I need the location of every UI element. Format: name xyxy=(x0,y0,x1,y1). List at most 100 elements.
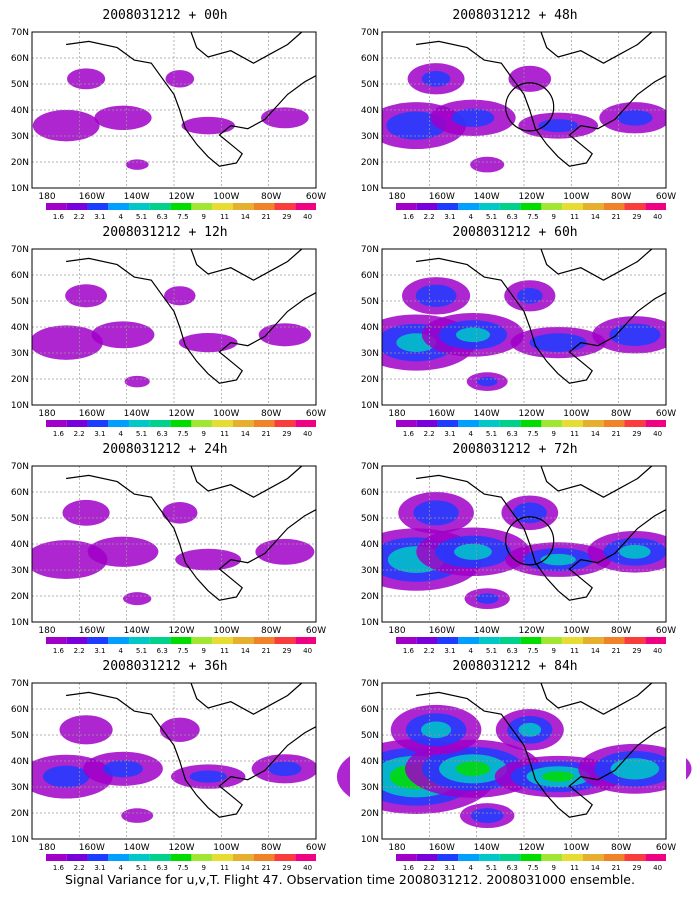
colorbar-swatch xyxy=(541,637,563,644)
colorbar-swatch xyxy=(582,203,604,210)
colorbar-swatch xyxy=(295,420,316,427)
variance-contour xyxy=(59,715,113,745)
colorbar-label: 2.2 xyxy=(424,430,435,438)
variance-contour xyxy=(164,286,196,306)
target-circle xyxy=(505,82,555,132)
lat-tick-label: 30N xyxy=(361,132,379,142)
coastline xyxy=(416,40,667,167)
colorbar-label: 3.1 xyxy=(94,213,105,221)
lat-tick-label: 10N xyxy=(361,835,379,845)
lat-tick-label: 60N xyxy=(361,705,379,715)
lon-tick-label: 160W xyxy=(429,843,455,853)
variance-map: 70N 60N 50N 40N 30N 20N 10N 180 160W 140W 120W 100W… xyxy=(350,28,686,221)
colorbar-swatch xyxy=(437,854,459,861)
colorbar-label: 4 xyxy=(468,430,473,438)
variance-contour xyxy=(255,538,315,565)
lat-tick-label: 70N xyxy=(361,462,379,472)
colorbar-label: 40 xyxy=(303,647,312,655)
lat-tick-label: 70N xyxy=(361,245,379,255)
lat-tick-label: 40N xyxy=(361,757,379,767)
panel-title: 2008031212 + 00h xyxy=(102,8,228,23)
colorbar-swatch xyxy=(108,203,130,210)
variance-contour xyxy=(66,68,106,90)
colorbar-label: 14 xyxy=(591,430,600,438)
colorbar-label: 9 xyxy=(202,430,206,438)
coastline xyxy=(66,257,317,384)
lon-tick-label: 120W xyxy=(168,409,194,419)
colorbar-label: 29 xyxy=(632,213,641,221)
lat-tick-label: 50N xyxy=(11,731,29,741)
colorbar-swatch xyxy=(191,854,213,861)
colorbar-swatch xyxy=(458,637,480,644)
variance-contour xyxy=(178,333,238,353)
colorbar-label: 4 xyxy=(468,864,473,872)
lat-tick-label: 20N xyxy=(11,158,29,168)
variance-contour xyxy=(103,760,143,778)
colorbar-swatch xyxy=(212,637,233,644)
colorbar-label: 40 xyxy=(653,864,662,872)
lat-tick-label: 70N xyxy=(11,462,29,472)
margin xyxy=(666,28,686,190)
lat-tick-label: 70N xyxy=(11,28,29,38)
colorbar-label: 6.3 xyxy=(157,213,168,221)
variance-contour xyxy=(181,116,235,135)
panel-36h: 2008031212 + 36h 70N 60N 50N 40N 30N 20N 10N 18… xyxy=(0,659,336,874)
lon-tick-label: 60W xyxy=(306,192,326,202)
lat-tick-label: 70N xyxy=(361,679,379,689)
margin xyxy=(0,28,32,190)
colorbar-label: 5.1 xyxy=(136,430,147,438)
lat-tick-label: 40N xyxy=(361,323,379,333)
lon-tick-label: 180 xyxy=(38,843,55,853)
colorbar-swatch xyxy=(66,854,88,861)
colorbar-label: 1.6 xyxy=(53,213,65,221)
colorbar-label: 2.2 xyxy=(74,647,85,655)
variance-contour xyxy=(65,284,108,308)
margin xyxy=(0,462,32,624)
colorbar-swatch xyxy=(479,854,500,861)
colorbar-label: 29 xyxy=(282,647,291,655)
colorbar-swatch xyxy=(520,854,542,861)
lat-tick-label: 30N xyxy=(361,349,379,359)
colorbar-swatch xyxy=(232,420,254,427)
lon-tick-label: 140W xyxy=(124,626,150,636)
colorbar-label: 3.1 xyxy=(94,430,105,438)
variance-contour xyxy=(121,808,154,823)
colorbar-label: 7.5 xyxy=(527,430,538,438)
lon-tick-label: 140W xyxy=(474,843,500,853)
coastline xyxy=(540,31,653,64)
lat-tick-label: 10N xyxy=(361,184,379,194)
colorbar-swatch xyxy=(624,854,646,861)
colorbar-label: 11 xyxy=(570,213,579,221)
margin xyxy=(350,245,382,407)
lat-tick-label: 50N xyxy=(361,80,379,90)
colorbar-swatch xyxy=(274,203,296,210)
lon-tick-label: 120W xyxy=(168,843,194,853)
variance-map: 70N 60N 50N 40N 30N 20N 10N 180 160W 140W 120W 100W… xyxy=(0,679,336,872)
variance-contour xyxy=(518,722,542,737)
colorbar-label: 14 xyxy=(591,213,600,221)
colorbar-label: 14 xyxy=(591,647,600,655)
colorbar-swatch xyxy=(458,420,480,427)
colorbar-label: 21 xyxy=(612,647,621,655)
colorbar-label: 6.3 xyxy=(157,647,168,655)
colorbar-label: 9 xyxy=(552,213,556,221)
colorbar-swatch xyxy=(87,203,109,210)
lat-tick-label: 30N xyxy=(361,783,379,793)
lon-tick-label: 160W xyxy=(79,843,105,853)
variance-contour xyxy=(610,758,660,780)
lon-tick-label: 140W xyxy=(124,409,150,419)
lon-tick-label: 80W xyxy=(611,192,631,202)
variance-contour xyxy=(123,592,152,606)
lon-tick-label: 160W xyxy=(429,626,455,636)
colorbar-label: 29 xyxy=(632,430,641,438)
variance-contour xyxy=(470,808,504,824)
colorbar-swatch xyxy=(562,637,583,644)
lon-tick-label: 120W xyxy=(168,192,194,202)
colorbar-swatch xyxy=(253,854,275,861)
colorbar-label: 7.5 xyxy=(177,647,188,655)
lat-tick-label: 20N xyxy=(361,592,379,602)
colorbar-swatch xyxy=(416,854,438,861)
colorbar-label: 40 xyxy=(303,864,312,872)
colorbar-swatch xyxy=(520,637,542,644)
colorbar-label: 29 xyxy=(632,647,641,655)
